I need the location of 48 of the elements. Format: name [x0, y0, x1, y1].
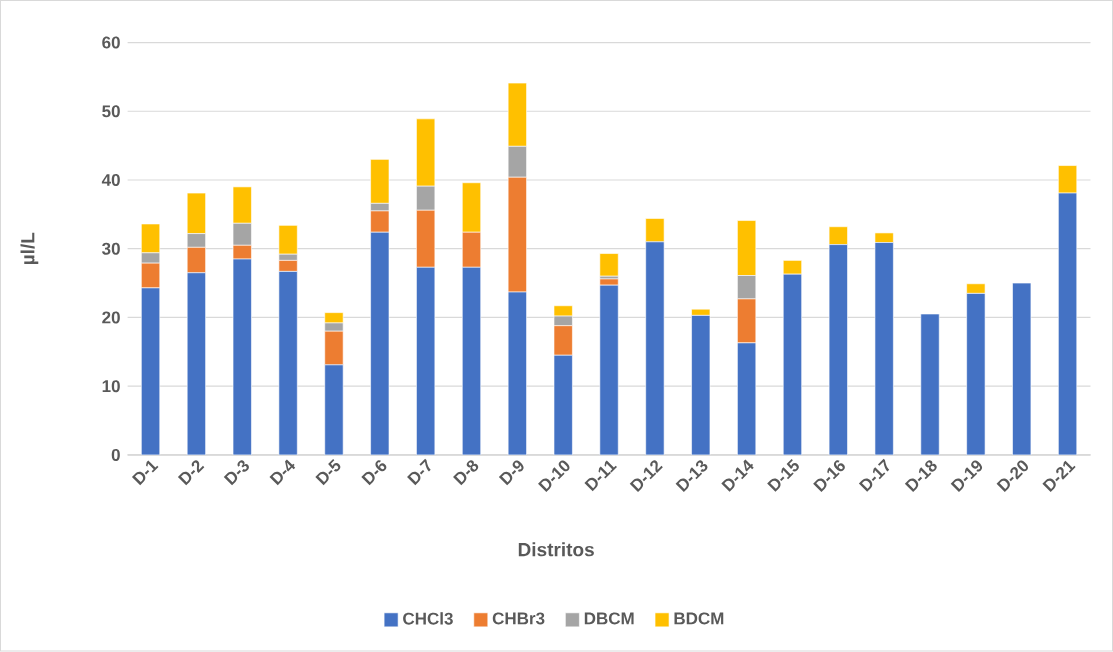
bar — [828, 226, 848, 246]
bar — [232, 258, 252, 456]
y-tick-label: 50 — [102, 105, 120, 118]
bar — [324, 364, 344, 456]
bar — [782, 260, 802, 275]
x-tick-label: D-4 — [269, 459, 296, 486]
bar — [599, 285, 619, 456]
x-tick-label: D-5 — [315, 459, 341, 486]
y-axis-title: µl/L — [20, 232, 39, 265]
bar — [278, 271, 298, 456]
bar — [782, 274, 802, 456]
bar — [645, 241, 665, 456]
x-tick-label: D-9 — [498, 460, 524, 486]
bar — [691, 315, 711, 456]
bar — [1012, 282, 1032, 456]
bar — [828, 244, 848, 456]
bar — [553, 355, 573, 456]
x-tick-label: D-6 — [361, 460, 387, 486]
bar — [874, 242, 894, 456]
y-tick-label: 60 — [102, 36, 120, 49]
y-tick-label: 40 — [101, 174, 120, 187]
legend-label: CHCl3 — [403, 612, 453, 625]
x-tick-label: D-3 — [223, 460, 249, 486]
y-tick-label: 20 — [102, 311, 120, 324]
bar — [920, 313, 940, 456]
bar — [874, 232, 894, 244]
x-tick-label: D-2 — [177, 460, 205, 486]
y-tick-label: 30 — [102, 242, 120, 255]
bar — [966, 293, 986, 456]
bar — [737, 342, 757, 456]
x-tick-label: D-1 — [131, 460, 159, 486]
legend-label: BDCM — [674, 612, 724, 625]
bar — [461, 267, 482, 456]
bar — [645, 218, 665, 243]
bar — [599, 253, 619, 277]
legend-label: DBCM — [584, 612, 634, 625]
bar — [370, 232, 390, 456]
bar — [507, 291, 527, 456]
y-tick-label: 0 — [111, 449, 120, 462]
bar — [186, 272, 206, 456]
x-axis-title: Distritos — [518, 542, 594, 557]
x-tick-label: D-7 — [407, 459, 431, 486]
legend-label: CHBr3 — [492, 612, 545, 625]
y-tick-label: 10 — [102, 380, 120, 393]
x-tick-label: D-8 — [453, 460, 479, 486]
bar — [416, 267, 436, 456]
bar — [141, 287, 161, 456]
bar — [1058, 192, 1078, 456]
